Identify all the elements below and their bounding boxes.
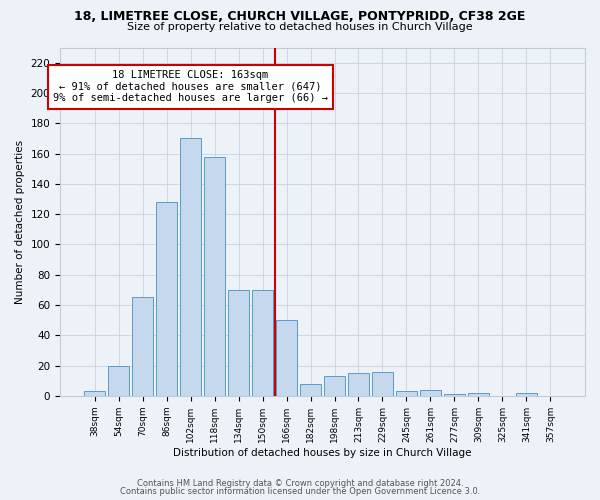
Bar <box>84 392 106 396</box>
Text: Contains public sector information licensed under the Open Government Licence 3.: Contains public sector information licen… <box>120 487 480 496</box>
Bar <box>515 393 537 396</box>
Bar <box>108 366 130 396</box>
Text: 18 LIMETREE CLOSE: 163sqm
← 91% of detached houses are smaller (647)
9% of semi-: 18 LIMETREE CLOSE: 163sqm ← 91% of detac… <box>53 70 328 103</box>
Bar <box>204 156 226 396</box>
Text: Size of property relative to detached houses in Church Village: Size of property relative to detached ho… <box>127 22 473 32</box>
Text: 18, LIMETREE CLOSE, CHURCH VILLAGE, PONTYPRIDD, CF38 2GE: 18, LIMETREE CLOSE, CHURCH VILLAGE, PONT… <box>74 10 526 23</box>
Bar <box>324 376 345 396</box>
Bar <box>371 372 393 396</box>
Bar <box>419 390 441 396</box>
Bar <box>300 384 322 396</box>
Bar <box>252 290 274 396</box>
Bar <box>395 392 417 396</box>
Bar <box>347 373 369 396</box>
Bar <box>132 298 154 396</box>
Bar <box>156 202 178 396</box>
Bar <box>443 394 465 396</box>
Y-axis label: Number of detached properties: Number of detached properties <box>15 140 25 304</box>
Bar <box>276 320 298 396</box>
Text: Contains HM Land Registry data © Crown copyright and database right 2024.: Contains HM Land Registry data © Crown c… <box>137 478 463 488</box>
Bar <box>228 290 250 396</box>
X-axis label: Distribution of detached houses by size in Church Village: Distribution of detached houses by size … <box>173 448 472 458</box>
Bar <box>180 138 202 396</box>
Bar <box>467 393 489 396</box>
